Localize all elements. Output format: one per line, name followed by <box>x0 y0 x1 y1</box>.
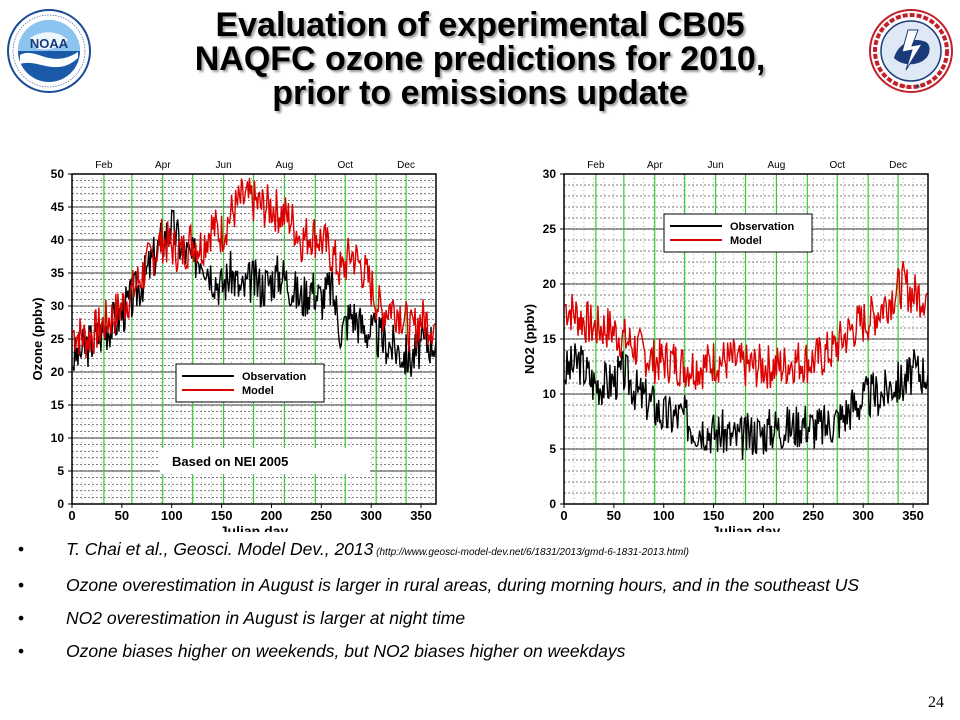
ozone-chart: 0 5 10 15 20 25 30 35 40 45 50 0 50 100 150 200 250 300 35… <box>28 152 443 532</box>
y-tick-label: 10 <box>51 431 65 445</box>
y-tick-label: 25 <box>543 222 557 236</box>
month-label: Aug <box>768 160 786 171</box>
x-tick-label: 350 <box>410 508 432 523</box>
y-tick-label: 0 <box>549 497 556 511</box>
x-tick-label: 200 <box>753 508 775 523</box>
y-tick-label: 0 <box>57 497 64 511</box>
series-line-model <box>564 261 929 390</box>
y-tick-label: 25 <box>51 332 65 346</box>
page-number: 24 <box>928 694 944 711</box>
y-tick-label: 5 <box>57 464 64 478</box>
bullet-dot: • <box>18 641 25 661</box>
x-tick-label: 250 <box>310 508 332 523</box>
month-label: Apr <box>155 160 171 171</box>
bullet-text: Ozone biases higher on weekends, but NO2… <box>66 641 626 661</box>
nws-logo <box>868 8 954 99</box>
bullet-list: • T. Chai et al., Geosci. Model Dev., 20… <box>18 540 948 675</box>
y-tick-label: 30 <box>543 167 557 181</box>
y-tick-label: 20 <box>51 365 65 379</box>
month-label: Jun <box>708 160 724 171</box>
x-tick-label: 50 <box>607 508 621 523</box>
x-axis-label: Julian day <box>712 523 781 532</box>
bullet-item: • NO2 overestimation in August is larger… <box>18 609 948 628</box>
y-tick-label: 15 <box>543 332 557 346</box>
y-tick-label: 50 <box>51 167 65 181</box>
legend-box <box>663 213 813 253</box>
noaa-logo: NOAA <box>6 8 92 99</box>
bullet-dot: • <box>18 539 25 559</box>
x-tick-label: 0 <box>68 508 75 523</box>
annotation-box <box>160 448 370 474</box>
x-tick-label: 300 <box>360 508 382 523</box>
x-tick-label: 150 <box>211 508 233 523</box>
ozone-chart-svg: 0 5 10 15 20 25 30 35 40 45 50 0 50 100 150 200 250 300 35… <box>30 160 437 532</box>
x-tick-label: 150 <box>703 508 725 523</box>
month-label: Feb <box>587 160 605 171</box>
svg-text:NOAA: NOAA <box>30 36 69 51</box>
x-tick-label: 50 <box>115 508 129 523</box>
legend-label: Observation <box>242 371 306 383</box>
citation-url[interactable]: (http://www.geosci-model-dev.net/6/1831/… <box>373 547 689 558</box>
bullet-dot: • <box>18 575 25 595</box>
annotation-text: Based on NEI 2005 <box>172 454 288 469</box>
series-line-observation <box>564 343 929 460</box>
x-tick-label: 350 <box>902 508 924 523</box>
bullet-item: • Ozone biases higher on weekends, but N… <box>18 642 948 661</box>
x-tick-label: 0 <box>560 508 567 523</box>
title-line-2: NAQFC ozone predictions for 2010, <box>194 40 766 78</box>
title-line-1: Evaluation of experimental CB05 <box>215 6 745 44</box>
bullet-dot: • <box>18 608 25 628</box>
bullet-item: • T. Chai et al., Geosci. Model Dev., 20… <box>18 540 948 562</box>
title-line-3: prior to emissions update <box>272 74 688 112</box>
month-label: Jun <box>216 160 232 171</box>
x-tick-label: 300 <box>852 508 874 523</box>
y-tick-label: 45 <box>51 200 65 214</box>
series-line-model <box>72 177 437 359</box>
x-tick-label: 100 <box>653 508 675 523</box>
slide-title: Evaluation of experimental CB05 NAQFC oz… <box>110 8 850 110</box>
y-axis-label: Ozone (ppbv) <box>30 297 45 380</box>
x-tick-label: 100 <box>161 508 183 523</box>
bullet-text: T. Chai et al., Geosci. Model Dev., 2013 <box>66 539 374 559</box>
y-tick-label: 15 <box>51 398 65 412</box>
legend-label: Model <box>730 235 762 247</box>
bullet-item: • Ozone overestimation in August is larg… <box>18 576 948 595</box>
legend-label: Model <box>242 385 274 397</box>
y-tick-label: 20 <box>543 277 557 291</box>
noaa-logo-icon: NOAA <box>7 9 91 93</box>
bullet-text: Ozone overestimation in August is larger… <box>66 575 860 595</box>
y-tick-label: 35 <box>51 266 65 280</box>
nws-logo-icon <box>869 9 953 93</box>
x-tick-label: 250 <box>802 508 824 523</box>
month-label: Oct <box>337 160 353 171</box>
no2-chart: 0 5 10 15 20 25 30 0 50 100 150 200 250 300 350 Feb Apr J… <box>512 152 942 532</box>
legend-box <box>175 363 325 403</box>
y-tick-label: 40 <box>51 233 65 247</box>
y-tick-label: 10 <box>543 387 557 401</box>
y-axis-label: NO2 (ppbv) <box>522 304 537 374</box>
month-label: Feb <box>95 160 113 171</box>
month-label: Oct <box>829 160 845 171</box>
x-axis-label: Julian day <box>220 523 289 532</box>
legend-label: Observation <box>730 221 794 233</box>
y-tick-label: 5 <box>549 442 556 456</box>
y-tick-label: 30 <box>51 299 65 313</box>
month-label: Apr <box>647 160 663 171</box>
x-tick-label: 200 <box>261 508 283 523</box>
month-label: Aug <box>276 160 294 171</box>
month-label: Dec <box>889 160 907 171</box>
bullet-text: NO2 overestimation in August is larger a… <box>66 608 466 628</box>
month-label: Dec <box>397 160 415 171</box>
